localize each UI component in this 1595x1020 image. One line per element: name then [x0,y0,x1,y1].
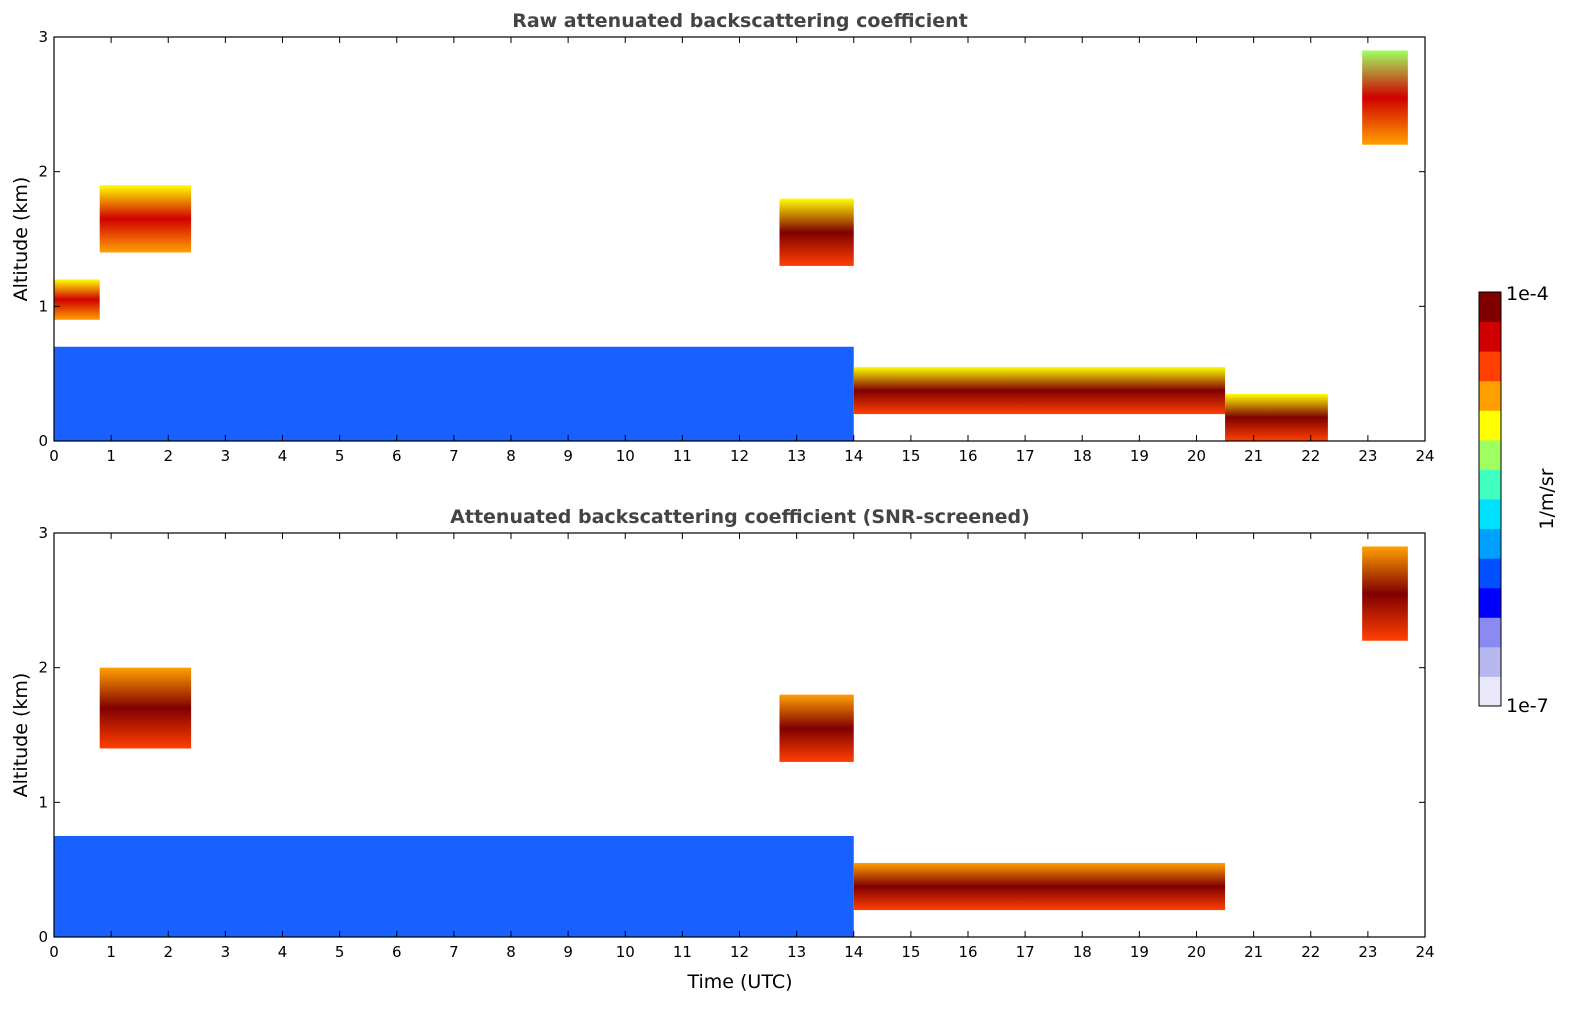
panel1-xtick-label: 17 [1016,447,1035,465]
panel2-xtick-label: 19 [1130,943,1149,961]
panel1-xtick-label: 3 [221,447,231,465]
colorbar-unit-label: 1/m/sr [1536,468,1558,529]
colorbar-swatch [1479,321,1501,352]
panel1-xtick-label: 16 [958,447,977,465]
panel1-xtick-label: 11 [673,447,692,465]
panel1-feature-fog-stratus-top [853,366,1226,415]
colorbar-swatch [1479,469,1501,500]
panel2-xtick-label: 2 [163,943,173,961]
panel1-xtick-label: 24 [1415,447,1434,465]
panel2-ticks: 0 1 2 3 4 5 6 7 8 9 10 11 12 13 14 15 16 17 18 19 20 21 22 23 24… [38,524,1434,961]
panel1-ytick-label: 3 [38,28,48,46]
colorbar-swatch [1479,676,1501,707]
panel2-xtick-label: 24 [1415,943,1434,961]
panel1-xtick-label: 18 [1073,447,1092,465]
panel1-xtick-label: 0 [49,447,59,465]
panel2-ytick-label: 3 [38,524,48,542]
panel2-xtick-label: 17 [1016,943,1035,961]
panel2-xtick-label: 1 [106,943,116,961]
panel2-xtick-label: 13 [787,943,806,961]
panel1-xtick-label: 21 [1244,447,1263,465]
panel1-xtick-label: 9 [563,447,573,465]
colorbar-frame [1478,291,1502,707]
panel1-feature-cloud [779,198,854,266]
panel2-xtick-label: 5 [335,943,345,961]
panel2-xtick-label: 20 [1187,943,1206,961]
panel2-feature-cloud [1362,546,1408,641]
panel1-feature-low-cloud [1225,393,1328,441]
colorbar-swatch [1479,646,1501,677]
panel2-xtick-label: 9 [563,943,573,961]
panel2-feature-fog-stratus-top [853,862,1226,911]
panel1-xtick-label: 4 [278,447,288,465]
panel1-xtick-label: 23 [1358,447,1377,465]
panel1-xtick-label: 8 [506,447,516,465]
panel2-xtick-label: 3 [221,943,231,961]
panel1-ytick-label: 0 [38,432,48,450]
panel1-xtick-label: 12 [730,447,749,465]
panel2-ytick-label: 0 [38,928,48,946]
panel1-feature-cloud [54,279,100,320]
panel1-xtick-label: 7 [449,447,459,465]
panel1-xtick-label: 15 [901,447,920,465]
panel1-feature-aerosol-layer [54,346,854,441]
colorbar-max-label: 1e-4 [1506,283,1549,305]
colorbar-swatch [1479,528,1501,559]
panel2-feature-cloud [99,667,192,749]
panel2-xtick-label: 12 [730,943,749,961]
panel1-ylabel: Altitude (km) [10,177,32,302]
panel2-xtick-label: 0 [49,943,59,961]
colorbar-min-label: 1e-7 [1506,695,1549,717]
panel2-ytick-label: 2 [38,659,48,677]
colorbar-swatch [1479,587,1501,618]
colorbar-swatch [1479,558,1501,589]
panel2-xtick-label: 15 [901,943,920,961]
panel2-title: Attenuated backscattering coefficient (S… [450,506,1030,528]
panel1-xtick-label: 20 [1187,447,1206,465]
colorbar-swatch [1479,380,1501,411]
colorbar-swatch [1479,439,1501,470]
panel1-xtick-label: 19 [1130,447,1149,465]
panel2-xtick-label: 18 [1073,943,1092,961]
colorbar-swatch [1479,351,1501,382]
panel2-xtick-label: 6 [392,943,402,961]
colorbar-swatch [1479,410,1501,441]
panel1-ytick-label: 2 [38,163,48,181]
panel1-feature-cloud [99,185,192,253]
panel1-xtick-label: 14 [844,447,863,465]
panel2-xtick-label: 7 [449,943,459,961]
panel2-xtick-label: 21 [1244,943,1263,961]
panel1-xtick-label: 10 [616,447,635,465]
panel1-ticks: 0 1 2 3 4 5 6 7 8 9 10 11 12 13 14 15 16 17 18 19 20 21 22 23 24… [38,28,1434,465]
panel2-xtick-label: 4 [278,943,288,961]
panel1-xtick-label: 22 [1301,447,1320,465]
panel1-xtick-label: 1 [106,447,116,465]
panel1-ytick-label: 1 [38,297,48,315]
colorbar-swatch [1479,617,1501,648]
panel1-feature-cloud [1362,50,1408,145]
panel1-xtick-label: 5 [335,447,345,465]
panel1-xtick-label: 6 [392,447,402,465]
panel1-xtick-label: 2 [163,447,173,465]
panel2-xtick-label: 16 [958,943,977,961]
panel1-xtick-label: 13 [787,447,806,465]
colorbar-swatch [1479,292,1501,323]
panel2-feature-cloud [779,694,854,762]
panel2-plot-area [54,546,1408,937]
panel1-title: Raw attenuated backscattering coefficien… [512,10,968,32]
panel2-xtick-label: 22 [1301,943,1320,961]
panel1-plot-area [54,50,1408,441]
colorbar [1479,292,1501,707]
panel2-feature-aerosol-layer [54,836,854,937]
colorbar-swatch [1479,499,1501,530]
panel2-xtick-label: 10 [616,943,635,961]
panel2-xtick-label: 8 [506,943,516,961]
panel2-xtick-label: 23 [1358,943,1377,961]
panel2-xtick-label: 14 [844,943,863,961]
panel2-xlabel: Time (UTC) [686,971,792,993]
panel2-xtick-label: 11 [673,943,692,961]
panel2-ytick-label: 1 [38,793,48,811]
panel2-ylabel: Altitude (km) [10,673,32,798]
